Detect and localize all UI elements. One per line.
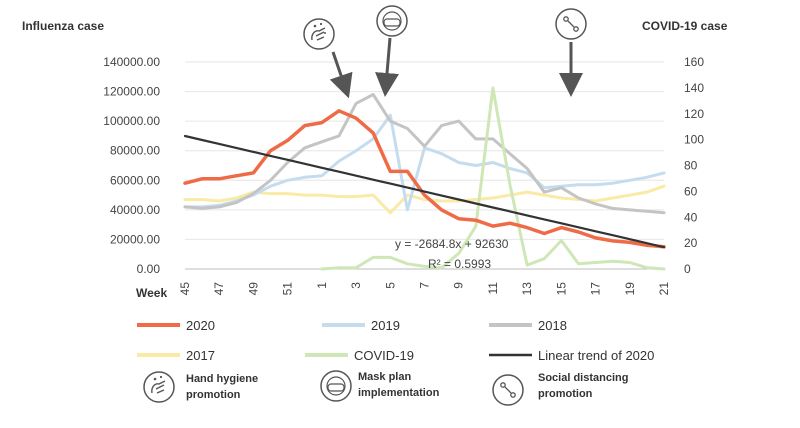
x-tick-label: 3 <box>349 282 363 289</box>
trend-r-squared: R² = 0.5993 <box>428 257 491 271</box>
series-line-linear-trend-of-2020 <box>183 134 666 249</box>
right-axis-title: COVID-19 case <box>642 19 728 33</box>
left-tick-label: 80000.00 <box>110 144 160 158</box>
left-tick-label: 40000.00 <box>110 203 160 217</box>
x-tick-label: 15 <box>554 282 568 296</box>
x-tick-label: 13 <box>520 282 534 296</box>
legend-social-line1: Social distancing <box>538 372 628 384</box>
right-tick-label: 40 <box>684 210 698 224</box>
x-tick-label: 49 <box>246 282 260 296</box>
legend-mask-line1: Mask plan <box>358 371 411 383</box>
x-tick-label: 7 <box>418 282 432 289</box>
x-tick-label: 21 <box>657 282 671 296</box>
left-tick-label: 20000.00 <box>110 232 160 246</box>
x-tick-label: 9 <box>452 282 466 289</box>
tick-labels: 0.0020000.0040000.0060000.0080000.001000… <box>103 55 704 295</box>
left-tick-label: 140000.00 <box>103 55 160 69</box>
mask-arrow <box>375 37 399 97</box>
hand-hygiene-arrow <box>329 51 353 99</box>
mask-icon <box>376 5 408 37</box>
right-tick-label: 0 <box>684 262 691 276</box>
legend-hand-hygiene-line1: Hand hygiene <box>186 373 258 385</box>
legend-label-2019: 2019 <box>371 318 400 333</box>
x-tick-label: 45 <box>178 282 192 296</box>
series-line-2019 <box>183 113 666 212</box>
trend-equation: y = -2684.8x + 92630 <box>395 237 509 251</box>
event-hand-hygiene <box>303 18 353 99</box>
legend-social-line2: promotion <box>538 388 593 400</box>
left-tick-label: 120000.00 <box>103 85 160 99</box>
x-tick-label: 11 <box>486 282 500 295</box>
right-tick-label: 120 <box>684 107 704 121</box>
legend-hand-hygiene-icon <box>143 371 175 403</box>
event-social <box>555 8 587 97</box>
series-line-2020 <box>183 109 666 249</box>
legend-mask-line2: implementation <box>358 387 440 399</box>
hand-hygiene-icon <box>303 18 335 50</box>
x-tick-label: 1 <box>315 282 329 289</box>
legend-label-2020: 2020 <box>186 318 215 333</box>
series-line-covid-19 <box>320 86 666 271</box>
series-line-2018 <box>183 93 666 215</box>
legend-label-2017: 2017 <box>186 348 215 363</box>
legend-social-distancing-icon <box>492 374 524 406</box>
right-tick-label: 140 <box>684 81 704 95</box>
x-axis-title: Week <box>136 286 167 300</box>
legend-label-covid: COVID-19 <box>354 348 414 363</box>
x-tick-label: 19 <box>623 282 637 296</box>
legend-label-2018: 2018 <box>538 318 567 333</box>
legend: 2020 2019 2018 2017 COVID-19 Linear tren… <box>137 318 654 406</box>
left-tick-label: 0.00 <box>137 262 161 276</box>
event-mask <box>375 5 408 97</box>
right-tick-label: 160 <box>684 55 704 69</box>
series-layer <box>183 86 666 271</box>
social-distancing-icon <box>555 8 587 40</box>
right-tick-label: 60 <box>684 184 698 198</box>
legend-hand-hygiene-line2: promotion <box>186 389 241 401</box>
left-axis-title: Influenza case <box>22 19 104 33</box>
right-tick-label: 100 <box>684 133 704 147</box>
right-tick-label: 80 <box>684 159 698 173</box>
left-tick-label: 100000.00 <box>103 114 160 128</box>
x-tick-label: 5 <box>383 282 397 289</box>
x-tick-label: 51 <box>281 282 295 296</box>
x-tick-label: 17 <box>589 282 603 296</box>
x-tick-label: 47 <box>212 282 226 296</box>
right-tick-label: 20 <box>684 236 698 250</box>
left-tick-label: 60000.00 <box>110 173 160 187</box>
legend-mask-icon <box>320 370 352 402</box>
legend-label-trend: Linear trend of 2020 <box>538 348 654 363</box>
